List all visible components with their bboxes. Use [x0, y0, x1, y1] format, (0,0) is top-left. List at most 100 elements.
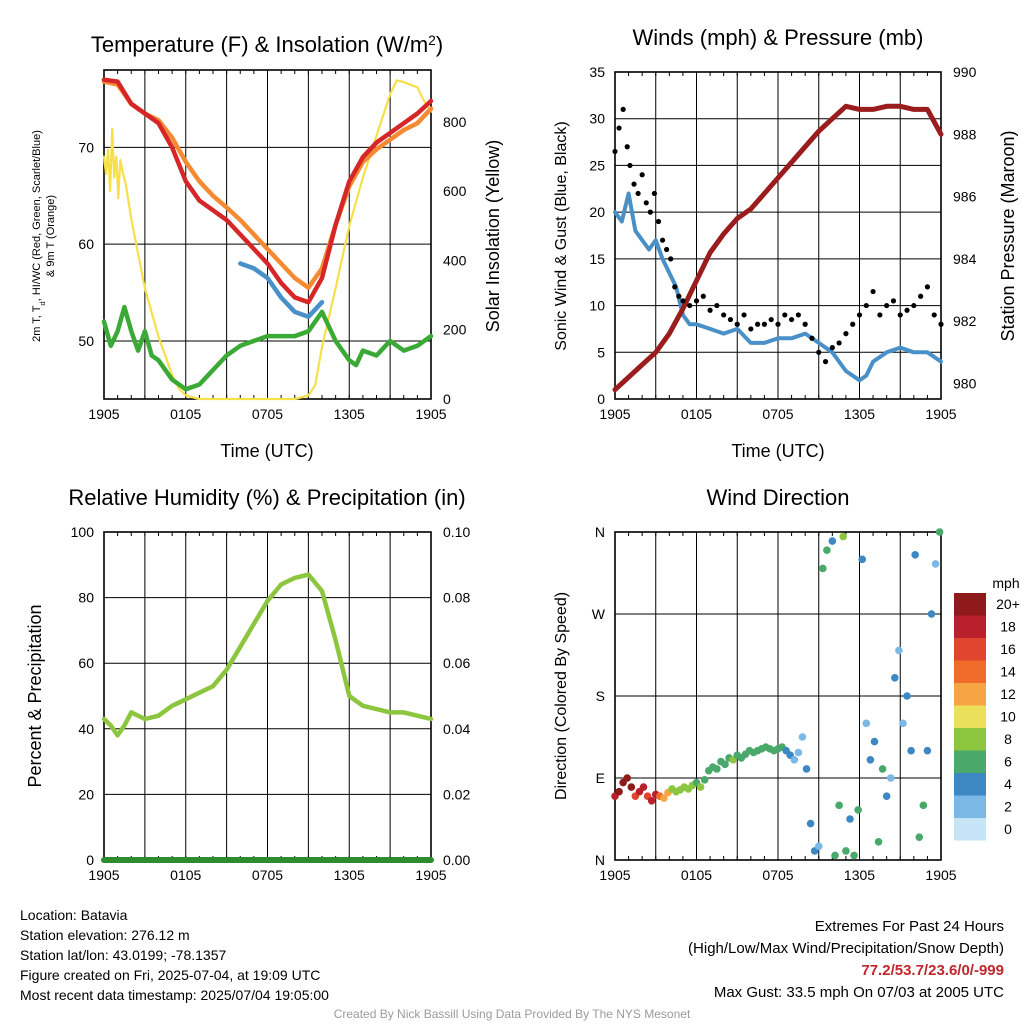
- x-tick-label: 1905: [599, 867, 630, 883]
- y2-tick-label: 990: [953, 64, 977, 80]
- gust-point: [651, 190, 657, 197]
- y-tick-label: 80: [78, 590, 94, 606]
- y-tick-label: 30: [589, 111, 605, 127]
- direction-point: [819, 564, 827, 573]
- y-tick-label: 10: [589, 298, 605, 314]
- y2-tick-label: 0.00: [443, 852, 470, 868]
- y2-tick-label: 600: [443, 183, 467, 199]
- max-gust-text: Max Gust: 33.5 mph On 07/03 at 2005 UTC: [713, 984, 1004, 1001]
- x-tick-label: 0105: [170, 867, 201, 883]
- x-tick-label: 0105: [681, 406, 712, 422]
- gust-point: [672, 284, 678, 290]
- x-tick-label: 1905: [415, 867, 446, 883]
- gust-point: [727, 316, 734, 323]
- y-tick-label: N: [595, 524, 605, 540]
- x-tick-label: 0105: [170, 406, 201, 422]
- direction-point: [627, 783, 636, 791]
- direction-point: [874, 837, 883, 846]
- gust-point: [687, 302, 693, 309]
- direction-point: [878, 765, 887, 773]
- direction-point: [828, 537, 837, 545]
- y-axis-label: Percent & Precipitation: [25, 604, 45, 787]
- gust-point: [911, 302, 917, 309]
- y-tick-label: S: [596, 688, 605, 704]
- y-tick-label: 60: [78, 236, 94, 252]
- x-tick-label: 1305: [844, 867, 875, 883]
- x-tick-label: 1905: [415, 406, 446, 422]
- series-line-9m-temperature: [101, 79, 434, 290]
- gust-point: [714, 302, 720, 309]
- y2-tick-label: 0.04: [443, 721, 470, 737]
- legend-swatch: [954, 615, 986, 638]
- legend-swatch: [954, 660, 986, 683]
- legend-swatch: [954, 705, 986, 728]
- direction-point: [923, 746, 932, 755]
- gust-point: [707, 307, 713, 313]
- gust-point: [904, 307, 910, 313]
- gust-point: [802, 321, 808, 327]
- y-tick-label: E: [596, 770, 605, 786]
- gust-point: [884, 302, 890, 309]
- gust-point: [836, 340, 842, 346]
- gust-point: [782, 312, 788, 318]
- gust-point: [931, 312, 937, 318]
- extremes-title: Extremes For Past 24 Hours: [814, 918, 1004, 935]
- y2-tick-label: 0.02: [443, 786, 470, 802]
- y-tick-label: 5: [597, 344, 605, 360]
- direction-point: [850, 851, 858, 860]
- x-tick-label: 1905: [88, 867, 119, 883]
- series-line-wind-chill: [238, 261, 325, 320]
- y2-tick-label: 984: [953, 251, 977, 267]
- y-tick-label: 70: [78, 139, 94, 155]
- gust-point: [700, 293, 706, 299]
- direction-point: [915, 833, 924, 842]
- x-tick-label: 1905: [88, 406, 119, 422]
- direction-point: [794, 748, 803, 757]
- gust-point: [775, 321, 781, 327]
- legend-swatch: [954, 818, 986, 841]
- legend-label: 12: [1000, 686, 1016, 702]
- x-tick-label: 0705: [252, 867, 283, 883]
- gust-point: [734, 321, 740, 327]
- legend-label: 4: [1004, 776, 1012, 792]
- credit-line: Created By Nick Bassill Using Data Provi…: [333, 1007, 691, 1021]
- gust-point: [631, 181, 637, 187]
- direction-point: [806, 819, 815, 828]
- x-tick-label: 1905: [925, 406, 956, 422]
- gust-point: [755, 321, 761, 327]
- y2-tick-label: 986: [953, 189, 977, 205]
- y2-axis-label: Station Pressure (Maroon): [998, 130, 1018, 341]
- gust-point: [668, 256, 674, 262]
- x-tick-label: 1305: [334, 406, 365, 422]
- series-line-relative-humidity: [101, 572, 434, 738]
- legend-swatch: [954, 795, 986, 818]
- y2-axis-label: Solar Insolation (Yellow): [483, 140, 503, 332]
- gust-point: [863, 302, 869, 309]
- y2-tick-label: 980: [953, 375, 977, 391]
- direction-point: [899, 719, 907, 728]
- y-tick-label: 50: [78, 333, 94, 349]
- direction-point: [882, 792, 891, 801]
- direction-point: [911, 550, 919, 559]
- direction-point: [903, 692, 911, 700]
- direction-point: [919, 801, 928, 810]
- legend-label: 0: [1004, 821, 1012, 837]
- y2-tick-label: 988: [953, 126, 977, 142]
- legend-swatch: [954, 593, 986, 616]
- created-text: Figure created on Fri, 2025-07-04, at 19…: [20, 967, 321, 983]
- direction-point: [802, 765, 811, 773]
- y-tick-label: 0: [86, 852, 94, 868]
- direction-point: [790, 755, 799, 764]
- x-tick-label: 1305: [334, 867, 365, 883]
- gust-point: [643, 200, 649, 206]
- gust-point: [870, 288, 876, 295]
- y2-tick-label: 800: [443, 114, 467, 130]
- gust-point: [768, 316, 774, 323]
- x-tick-label: 0705: [762, 867, 793, 883]
- gust-point: [680, 298, 686, 304]
- gust-point: [843, 331, 849, 337]
- direction-point: [858, 555, 867, 564]
- gust-point: [620, 106, 626, 112]
- latlon-text: Station lat/lon: 43.0199; -78.1357: [20, 947, 227, 963]
- gust-point: [816, 349, 822, 355]
